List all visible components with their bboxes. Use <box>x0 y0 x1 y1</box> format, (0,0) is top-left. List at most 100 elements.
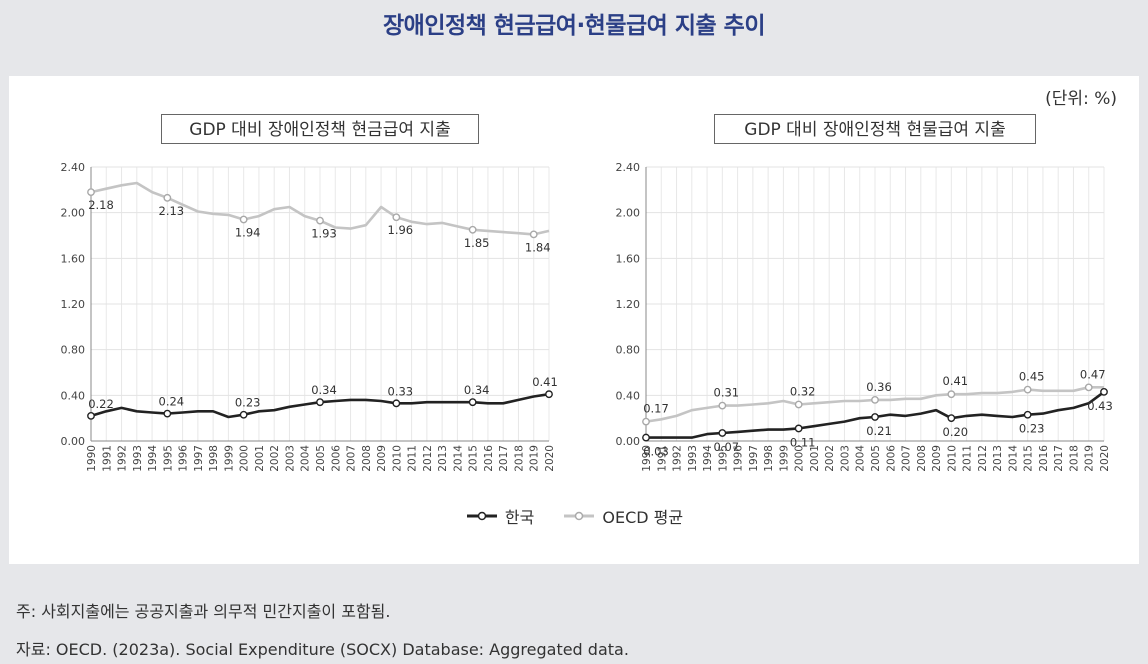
chart-title-cash: GDP 대비 장애인정책 현금급여 지출 <box>161 114 479 144</box>
plot-area: 0.00 0.40 0.80 1.20 1.60 2.00 2.40 1990 1991 1992… <box>616 161 1113 472</box>
x-tick-label: 2004 <box>300 445 312 472</box>
x-tick-label: 2020 <box>544 445 556 472</box>
data-label-korea: 0.34 <box>311 383 337 397</box>
x-tick-label: 2008 <box>361 445 373 472</box>
x-tick-label: 1990 <box>86 445 98 472</box>
data-label-oecd: 0.47 <box>1080 367 1106 381</box>
data-point-korea <box>947 414 956 423</box>
data-label-oecd: 2.18 <box>88 198 114 212</box>
x-tick-label: 1993 <box>687 445 699 472</box>
unit-label: (단위: %) <box>1045 89 1117 109</box>
data-label-oecd: 0.41 <box>943 374 969 388</box>
y-tick-label: 0.40 <box>61 389 86 402</box>
y-tick-label: 1.20 <box>61 298 86 311</box>
y-tick-label: 0.40 <box>616 389 641 402</box>
data-point-oecd <box>529 230 538 239</box>
data-point-oecd <box>718 401 727 410</box>
x-tick-label: 2007 <box>346 445 358 472</box>
y-tick-label: 0.00 <box>61 435 86 448</box>
data-point-korea <box>316 398 324 407</box>
x-tick-label: 1992 <box>672 445 684 472</box>
y-tick-label: 0.00 <box>616 435 641 448</box>
x-tick-label: 1995 <box>162 445 174 472</box>
data-label-korea: 0.11 <box>790 435 816 449</box>
data-label-korea: 0.20 <box>943 425 969 439</box>
x-tick-label: 2011 <box>962 445 974 472</box>
data-point-oecd <box>947 390 956 399</box>
y-tick-label: 1.60 <box>616 252 641 265</box>
data-label-korea: 0.07 <box>714 440 740 454</box>
data-point-oecd <box>468 225 477 234</box>
x-tick-label: 1999 <box>778 445 790 472</box>
x-tick-label: 2011 <box>407 445 419 472</box>
data-point-korea <box>794 424 803 433</box>
y-tick-label: 2.00 <box>61 207 86 220</box>
data-label-oecd: 0.17 <box>643 402 669 416</box>
chart-title-inkind: GDP 대비 장애인정책 현물급여 지출 <box>714 114 1036 144</box>
data-point-oecd <box>87 188 95 197</box>
inkind-benefit-chart: 0.00 0.40 0.80 1.20 1.60 2.00 2.40 1990 1991 1992… <box>616 161 1113 472</box>
data-label-korea: 0.22 <box>88 397 114 411</box>
data-label-korea: 0.41 <box>532 375 558 389</box>
data-label-oecd: 1.85 <box>464 236 490 250</box>
x-tick-label: 1992 <box>117 445 129 472</box>
x-tick-label: 2009 <box>376 445 388 472</box>
x-tick-label: 1995 <box>717 445 729 472</box>
x-tick-label: 2005 <box>870 445 882 472</box>
source-note: 자료: OECD. (2023a). Social Expenditure (S… <box>16 640 629 659</box>
data-point-korea <box>468 398 477 407</box>
data-label-oecd: 0.45 <box>1019 370 1045 384</box>
x-tick-label: 2003 <box>839 445 851 472</box>
data-point-oecd <box>163 193 172 202</box>
data-label-oecd: 1.94 <box>235 226 261 240</box>
x-tick-label: 1998 <box>208 445 220 472</box>
data-label-korea: 0.24 <box>159 395 185 409</box>
x-tick-label: 1999 <box>223 445 235 472</box>
data-point-oecd <box>392 213 401 222</box>
x-tick-label: 1996 <box>733 445 745 472</box>
legend-item-korea: 한국 <box>465 504 534 528</box>
x-tick-label: 2008 <box>916 445 928 472</box>
x-tick-label: 2010 <box>946 445 958 472</box>
x-tick-label: 2001 <box>809 445 821 472</box>
x-tick-label: 2003 <box>284 445 296 472</box>
legend-item-oecd: OECD 평균 <box>562 504 683 528</box>
data-label-korea: 0.23 <box>235 396 261 410</box>
page-title: 장애인정책 현금급여·현물급여 지출 추이 <box>383 13 765 39</box>
data-label-korea: 0.03 <box>643 445 669 459</box>
data-point-oecd <box>871 395 879 404</box>
data-point-korea <box>642 433 650 442</box>
x-tick-label: 2020 <box>1099 445 1111 472</box>
x-tick-label: 1993 <box>132 445 144 472</box>
x-tick-label: 2018 <box>513 445 525 472</box>
data-point-oecd <box>239 215 248 224</box>
data-label-oecd: 0.32 <box>790 384 816 398</box>
legend-label-korea: 한국 <box>504 508 535 527</box>
footnote: 주: 사회지출에는 공공지출과 의무적 민간지출이 포함됨. <box>16 602 391 621</box>
data-label-oecd: 2.13 <box>159 204 185 218</box>
x-tick-label: 2013 <box>437 445 449 472</box>
data-label-oecd: 1.84 <box>525 240 551 254</box>
data-label-oecd: 0.31 <box>714 386 740 400</box>
data-label-korea: 0.43 <box>1087 399 1113 413</box>
x-tick-label: 2001 <box>254 445 266 472</box>
data-point-korea <box>392 399 401 408</box>
x-tick-label: 2002 <box>269 445 281 472</box>
data-point-korea <box>871 413 879 421</box>
x-tick-label: 2006 <box>330 445 342 472</box>
x-tick-label: 2009 <box>931 445 943 472</box>
x-tick-label: 2007 <box>901 445 913 472</box>
x-tick-label: 1998 <box>763 445 775 472</box>
cash-benefit-chart: 0.00 0.40 0.80 1.20 1.60 2.00 2.40 1990 1991 1992… <box>61 161 558 472</box>
x-tick-label: 2015 <box>1023 445 1035 472</box>
data-label-korea: 0.34 <box>464 383 490 397</box>
x-tick-label: 2002 <box>824 445 836 472</box>
x-tick-label: 2016 <box>1038 445 1050 472</box>
data-point-korea <box>1100 388 1108 396</box>
data-label-oecd: 1.93 <box>311 227 337 241</box>
y-tick-label: 2.00 <box>616 207 641 220</box>
x-tick-label: 1994 <box>702 445 714 472</box>
plot-area: 0.00 0.40 0.80 1.20 1.60 2.00 2.40 1990 1991 1992… <box>61 161 558 472</box>
y-tick-label: 1.60 <box>61 252 86 265</box>
x-tick-label: 2014 <box>1007 445 1019 472</box>
